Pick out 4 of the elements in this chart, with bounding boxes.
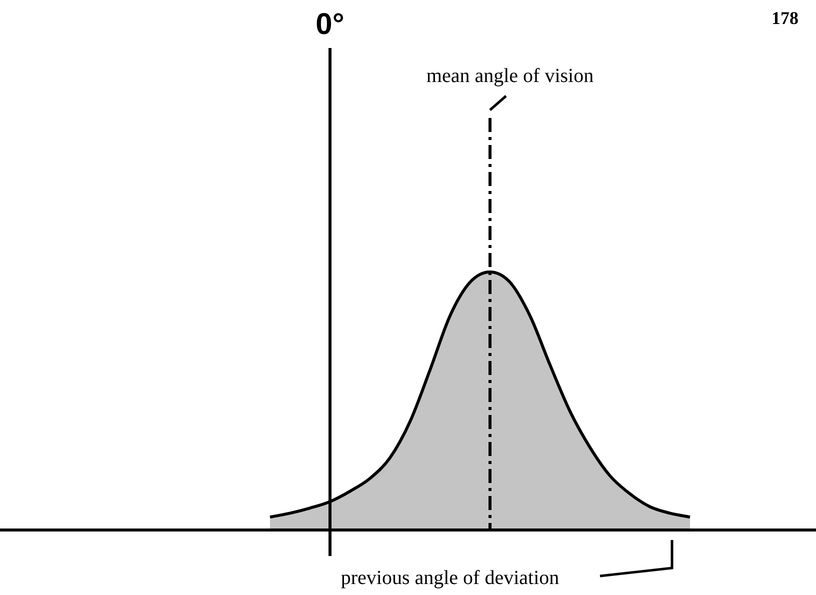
text: 178 <box>772 8 798 28</box>
text: 0° <box>316 8 344 41</box>
text: mean angle of vision <box>426 65 594 87</box>
text: previous angle of deviation <box>340 567 560 589</box>
